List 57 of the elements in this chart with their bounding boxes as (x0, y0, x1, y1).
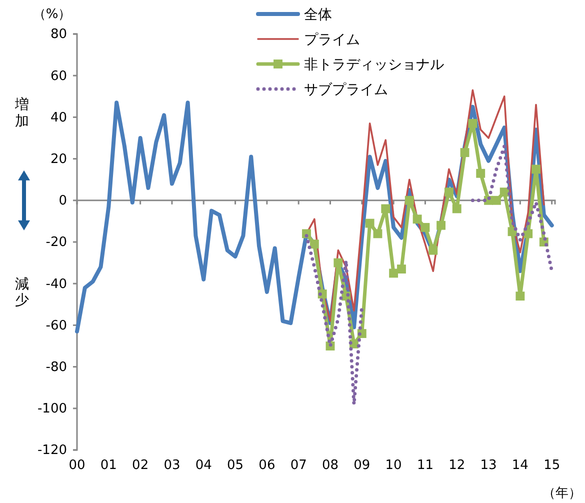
x-tick-label: 12 (448, 458, 466, 474)
x-tick-label: 00 (68, 458, 86, 474)
y-tick-label: 40 (50, 110, 67, 126)
legend-label: 全体 (304, 7, 332, 23)
x-tick-label: 09 (354, 458, 370, 474)
x-tick-label: 14 (512, 458, 528, 474)
legend-label: サブプライム (304, 82, 388, 98)
x-tick-label: 13 (480, 458, 497, 474)
point (381, 204, 390, 214)
y-tick-label: -120 (37, 443, 67, 458)
x-tick-label: 02 (132, 458, 149, 474)
x-tick-label: 03 (164, 458, 180, 474)
y-tick-label: -60 (46, 318, 67, 334)
point (444, 188, 454, 197)
x-tick-label: 15 (544, 458, 560, 474)
point (500, 188, 509, 197)
y-tick-label: -20 (46, 235, 67, 250)
x-tick-label: 01 (100, 458, 117, 474)
point (310, 240, 319, 249)
point (452, 204, 462, 214)
y-axis-title: （%） (32, 7, 72, 22)
point (516, 292, 525, 301)
point (460, 148, 470, 158)
legend-label: プライム (304, 32, 360, 48)
x-tick-label: 10 (385, 458, 402, 474)
point (492, 196, 501, 205)
x-tick-label: 06 (258, 458, 276, 474)
text: 減少 (15, 276, 29, 309)
y-tick-label: 20 (50, 152, 67, 167)
point (389, 268, 398, 278)
point (373, 229, 382, 238)
y-tick-label: -40 (46, 276, 67, 292)
point (524, 229, 533, 238)
y-tick-label: 60 (50, 68, 67, 84)
x-tick-label: 08 (322, 458, 339, 474)
x-tick-label: 07 (290, 458, 307, 474)
point (412, 214, 422, 224)
x-axis-title: （年） (542, 486, 582, 501)
legend-label: 非トラディッショナル (304, 57, 444, 73)
point (436, 220, 446, 230)
y-tick-label: -80 (46, 360, 67, 375)
y-tick-label: -100 (37, 402, 67, 417)
y-tick-label: 0 (58, 194, 67, 209)
point (532, 164, 540, 174)
point (404, 196, 414, 205)
y-tick-label: 80 (50, 27, 67, 42)
point (476, 168, 486, 178)
x-tick-label: 11 (416, 458, 434, 474)
point (468, 118, 478, 128)
point (397, 264, 406, 274)
x-tick-label: 04 (195, 458, 212, 474)
point (428, 246, 438, 255)
point (420, 222, 430, 232)
point (334, 258, 343, 268)
point (365, 218, 374, 228)
text: 増加 (14, 96, 29, 130)
x-tick-label: 05 (227, 458, 244, 474)
